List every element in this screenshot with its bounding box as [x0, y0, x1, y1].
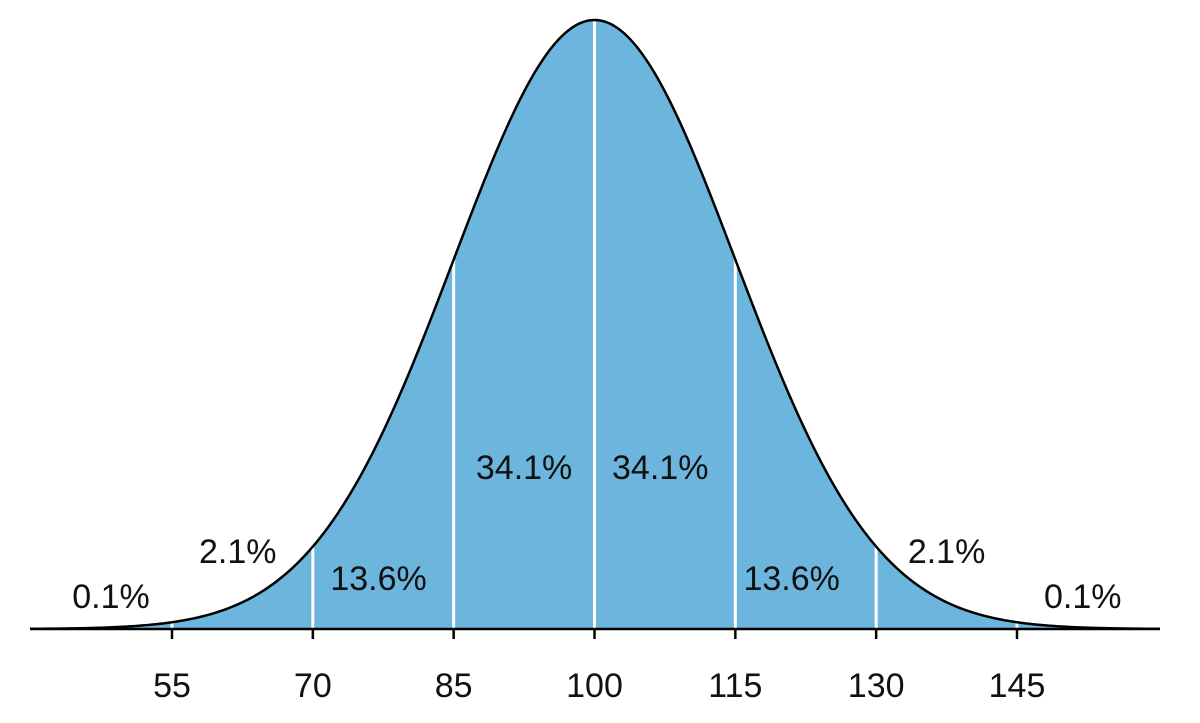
percent-label-layer: 0.1% 2.1% 13.6% 34.1% 34.1% 13.6% 2.1% 0.1% [72, 449, 1121, 616]
segment-label-5: 13.6% [743, 560, 839, 598]
x-tick-label-5: 130 [848, 667, 905, 705]
x-tick-label-0: 55 [153, 667, 191, 705]
segment-label-7: 0.1% [1044, 578, 1122, 616]
sd-divider-layer [170, 20, 1019, 629]
segment-label-4: 34.1% [612, 449, 708, 487]
segment-label-6: 2.1% [908, 533, 986, 571]
segment-label-2: 13.6% [330, 560, 426, 598]
segment-label-3: 34.1% [476, 449, 572, 487]
x-tick-label-1: 70 [294, 667, 332, 705]
x-tick-label-2: 85 [435, 667, 473, 705]
x-tick-layer: 55 70 85 100 115 130 145 [153, 629, 1045, 705]
x-tick-label-4: 115 [708, 667, 762, 705]
x-tick-label-3: 100 [566, 667, 623, 705]
segment-label-0: 0.1% [72, 578, 150, 616]
segment-label-1: 2.1% [199, 533, 277, 571]
density-curve [29, 18, 1161, 631]
x-tick-label-6: 145 [989, 667, 1046, 705]
